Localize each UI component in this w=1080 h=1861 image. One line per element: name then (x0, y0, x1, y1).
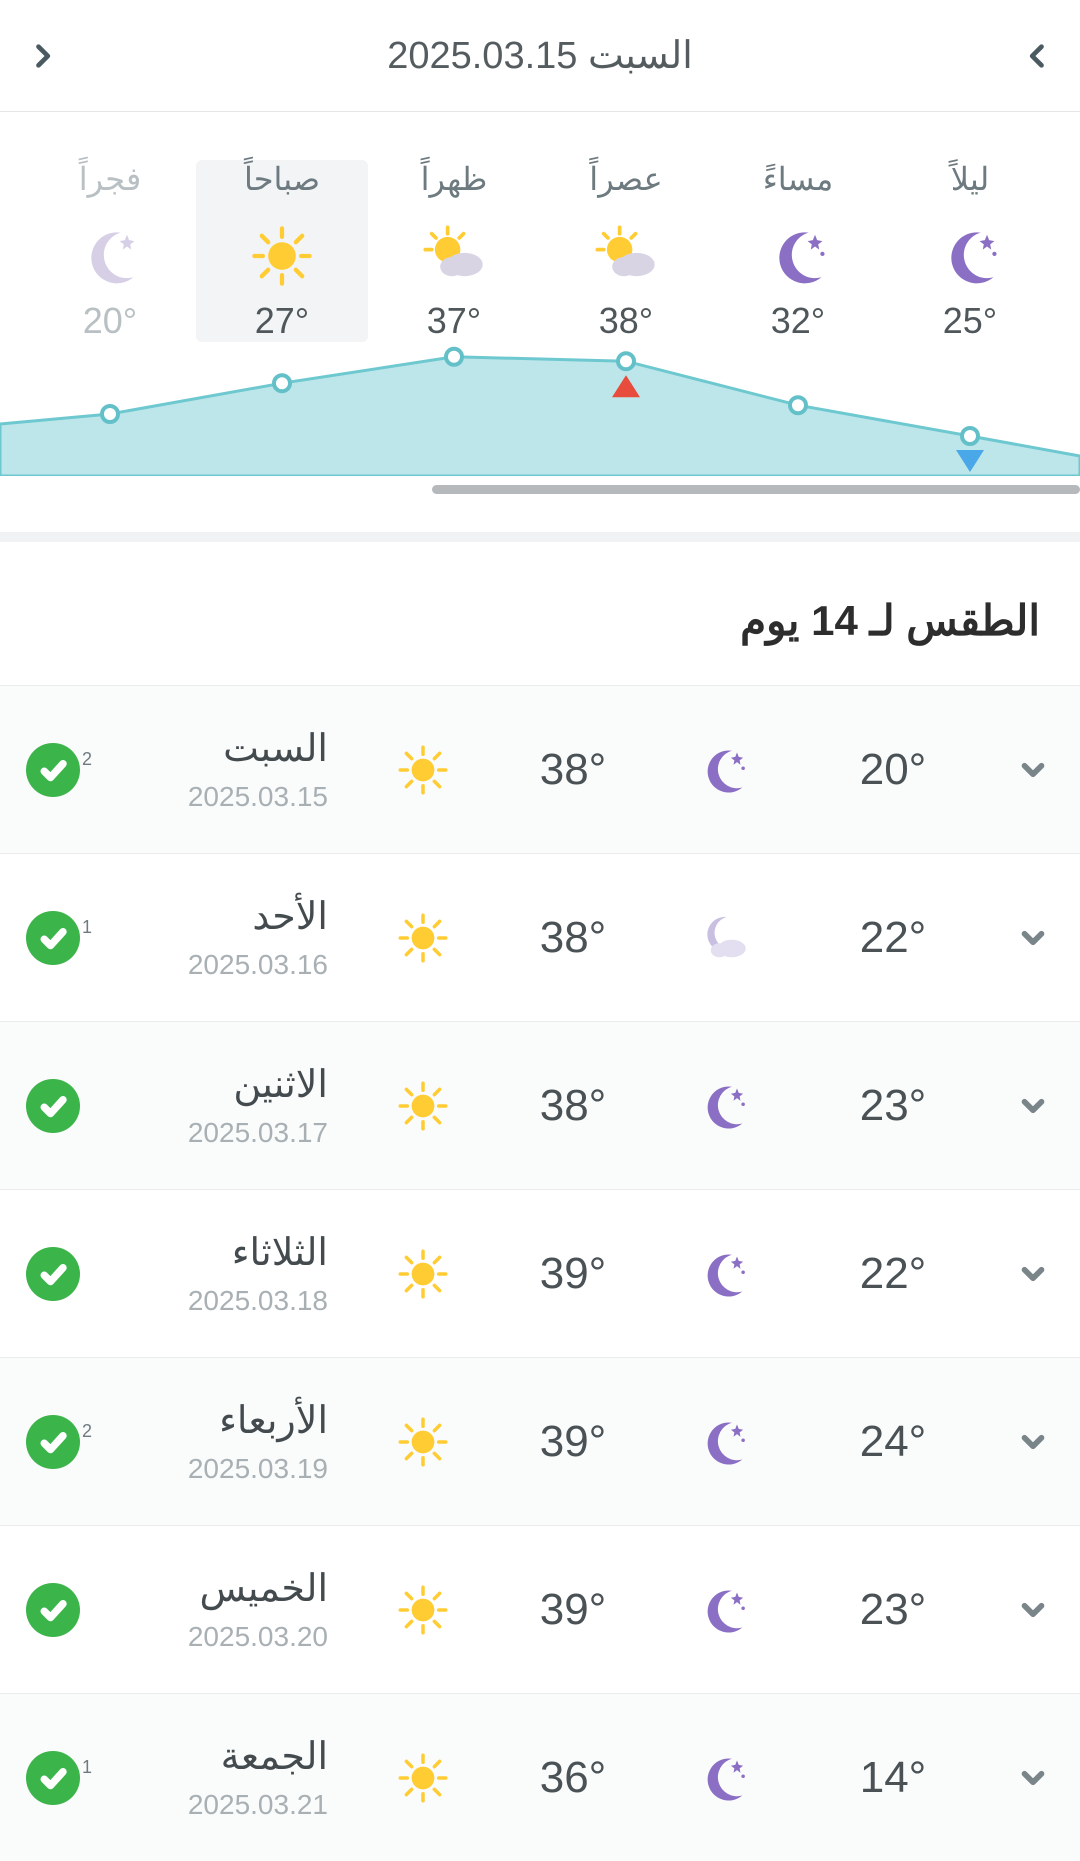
expand-row-icon[interactable] (988, 1089, 1050, 1123)
day-name-col: الأحد 2025.03.16 (88, 894, 348, 981)
day-name: الجمعة (88, 1734, 328, 1779)
day-name-col: الخميس 2025.03.20 (88, 1566, 348, 1653)
high-temp: 39° (498, 1249, 648, 1299)
sun-icon (348, 1078, 498, 1134)
day-name: الثلاثاء (88, 1230, 328, 1275)
day-name: الخميس (88, 1566, 328, 1611)
day-name-col: الأربعاء 2025.03.19 (88, 1398, 348, 1485)
low-temp: 14° (798, 1753, 988, 1803)
forecast-row[interactable]: 2الأربعاء 2025.03.19 39° 24° (0, 1357, 1080, 1525)
sun-icon (348, 1414, 498, 1470)
day-name: الأحد (88, 894, 328, 939)
sun-icon (348, 1582, 498, 1638)
moon-icon (884, 220, 1056, 292)
low-temp: 23° (798, 1081, 988, 1131)
day-date: 2025.03.15 (88, 781, 328, 813)
low-temp: 23° (798, 1585, 988, 1635)
daypart-label: ليلاً (884, 160, 1056, 198)
status-badge (18, 1079, 88, 1133)
moon-icon (648, 1582, 798, 1638)
daypart-label: فجراً (24, 160, 196, 198)
day-name: السبت (88, 726, 328, 771)
low-temp: 20° (798, 745, 988, 795)
sun-icon (348, 1750, 498, 1806)
status-badge: 1 (18, 1751, 88, 1805)
date-nav: السبت 2025.03.15 (0, 0, 1080, 112)
day-name-col: الجمعة 2025.03.21 (88, 1734, 348, 1821)
dayparts-chart (0, 306, 1080, 476)
next-day-icon[interactable] (28, 42, 56, 70)
moon-icon (648, 1750, 798, 1806)
moon-icon (648, 1414, 798, 1470)
forecast-list: 2السبت2025.03.15 38° 20°1الأحد2025.03.16 (0, 685, 1080, 1861)
low-temp: 22° (798, 1249, 988, 1299)
moon-icon (712, 220, 884, 292)
expand-row-icon[interactable] (988, 1761, 1050, 1795)
day-date: 2025.03.17 (88, 1117, 328, 1149)
moon-icon (24, 220, 196, 292)
high-temp: 39° (498, 1417, 648, 1467)
day-name-col: السبت 2025.03.15 (88, 726, 348, 813)
sun-cloud-icon (540, 220, 712, 292)
high-temp: 38° (498, 745, 648, 795)
dayparts-panel: ليلاً 25°مساءً 32°عصراً 38°ظهراً (0, 112, 1080, 542)
day-date: 2025.03.19 (88, 1453, 328, 1485)
expand-row-icon[interactable] (988, 1257, 1050, 1291)
moon-icon (648, 742, 798, 798)
low-temp: 24° (798, 1417, 988, 1467)
day-name: الأربعاء (88, 1398, 328, 1443)
forecast-row[interactable]: 1الأحد 2025.03.16 38° 22° (0, 853, 1080, 1021)
day-name-col: الثلاثاء 2025.03.18 (88, 1230, 348, 1317)
forecast-row[interactable]: الخميس 2025.03.20 39° 23° (0, 1525, 1080, 1693)
expand-row-icon[interactable] (988, 1425, 1050, 1459)
status-badge: 1 (18, 911, 88, 965)
moon-icon (648, 1078, 798, 1134)
forecast-title: الطقس لـ 14 يوم (0, 578, 1080, 685)
sun-icon (348, 910, 498, 966)
high-temp: 38° (498, 1081, 648, 1131)
sun-cloud-icon (368, 220, 540, 292)
daypart-label: صباحاً (196, 160, 368, 198)
sun-icon (348, 1246, 498, 1302)
forecast-row[interactable]: الاثنين 2025.03.17 38° 23° (0, 1021, 1080, 1189)
daypart-label: ظهراً (368, 160, 540, 198)
expand-row-icon[interactable] (988, 921, 1050, 955)
sun-icon (196, 220, 368, 292)
forecast-row[interactable]: الثلاثاء 2025.03.18 39° 22° (0, 1189, 1080, 1357)
moon-icon (648, 1246, 798, 1302)
high-temp: 36° (498, 1753, 648, 1803)
status-badge (18, 1583, 88, 1637)
daypart-label: مساءً (712, 160, 884, 198)
forecast-row[interactable]: 2السبت 2025.03.15 38° 20° (0, 685, 1080, 853)
current-date-title: السبت 2025.03.15 (56, 33, 1024, 78)
dayparts-scrollbar[interactable] (0, 485, 1080, 494)
moon-cloud-icon (648, 910, 798, 966)
sun-icon (348, 742, 498, 798)
day-date: 2025.03.20 (88, 1621, 328, 1653)
day-date: 2025.03.18 (88, 1285, 328, 1317)
day-name: الاثنين (88, 1062, 328, 1107)
high-temp: 39° (498, 1585, 648, 1635)
day-name-col: الاثنين 2025.03.17 (88, 1062, 348, 1149)
expand-row-icon[interactable] (988, 1593, 1050, 1627)
status-badge: 2 (18, 743, 88, 797)
high-temp: 38° (498, 913, 648, 963)
low-temp: 22° (798, 913, 988, 963)
daypart-label: عصراً (540, 160, 712, 198)
status-badge (18, 1247, 88, 1301)
expand-row-icon[interactable] (988, 753, 1050, 787)
prev-day-icon[interactable] (1024, 42, 1052, 70)
day-date: 2025.03.16 (88, 949, 328, 981)
day-date: 2025.03.21 (88, 1789, 328, 1821)
status-badge: 2 (18, 1415, 88, 1469)
